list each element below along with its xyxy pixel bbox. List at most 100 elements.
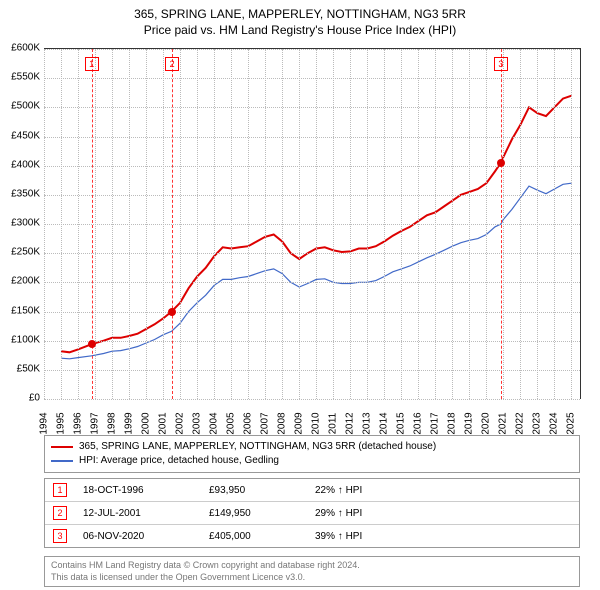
gridline-h — [44, 399, 580, 400]
x-axis-label: 2005 — [226, 412, 237, 434]
x-axis-label: 2003 — [192, 412, 203, 434]
tx-date: 18-OCT-1996 — [83, 485, 193, 496]
x-axis-label: 2018 — [447, 412, 458, 434]
tx-index-box: 2 — [53, 506, 67, 520]
x-axis-label: 2019 — [464, 412, 475, 434]
x-axis-label: 2000 — [141, 412, 152, 434]
x-axis-label: 2023 — [532, 412, 543, 434]
gridline-v — [197, 49, 198, 399]
gridline-h — [44, 137, 580, 138]
transaction-row: 212-JUL-2001£149,95029% ↑ HPI — [45, 501, 579, 524]
x-axis-label: 1998 — [107, 412, 118, 434]
gridline-v — [486, 49, 487, 399]
gridline-h — [44, 253, 580, 254]
x-axis-label: 1994 — [39, 412, 50, 434]
chart-title: 365, SPRING LANE, MAPPERLEY, NOTTINGHAM,… — [0, 0, 600, 38]
x-axis-label: 2006 — [243, 412, 254, 434]
transaction-dot — [497, 159, 505, 167]
gridline-h — [44, 224, 580, 225]
legend: 365, SPRING LANE, MAPPERLEY, NOTTINGHAM,… — [44, 435, 580, 473]
gridline-v — [520, 49, 521, 399]
y-axis-label: £500K — [11, 101, 40, 112]
gridline-v — [571, 49, 572, 399]
tx-index-box: 3 — [53, 529, 67, 543]
gridline-h — [44, 370, 580, 371]
transaction-marker-box: 3 — [494, 57, 508, 71]
y-axis-label: £150K — [11, 305, 40, 316]
tx-delta: 29% ↑ HPI — [315, 508, 362, 519]
gridline-v — [282, 49, 283, 399]
x-axis-label: 2013 — [362, 412, 373, 434]
title-line-2: Price paid vs. HM Land Registry's House … — [0, 22, 600, 38]
gridline-v — [231, 49, 232, 399]
title-line-1: 365, SPRING LANE, MAPPERLEY, NOTTINGHAM,… — [0, 6, 600, 22]
x-axis-label: 2004 — [209, 412, 220, 434]
y-axis-label: £0 — [29, 393, 40, 404]
gridline-v — [316, 49, 317, 399]
footer-note: Contains HM Land Registry data © Crown c… — [44, 556, 580, 587]
y-axis-label: £250K — [11, 247, 40, 258]
legend-swatch-red — [51, 446, 73, 448]
x-axis-label: 2016 — [413, 412, 424, 434]
tx-price: £149,950 — [209, 508, 299, 519]
gridline-h — [44, 49, 580, 50]
legend-item-blue: HPI: Average price, detached house, Gedl… — [51, 454, 573, 468]
gridline-v — [418, 49, 419, 399]
tx-delta: 22% ↑ HPI — [315, 485, 362, 496]
y-axis-label: £550K — [11, 72, 40, 83]
transaction-marker-line — [501, 49, 502, 399]
gridline-v — [61, 49, 62, 399]
x-axis-label: 2010 — [311, 412, 322, 434]
y-axis-label: £600K — [11, 43, 40, 54]
x-axis-label: 2017 — [430, 412, 441, 434]
transaction-marker-line — [172, 49, 173, 399]
transaction-dot — [88, 340, 96, 348]
transaction-dot — [168, 308, 176, 316]
gridline-v — [503, 49, 504, 399]
tx-price: £93,950 — [209, 485, 299, 496]
gridline-v — [537, 49, 538, 399]
x-axis-label: 2020 — [481, 412, 492, 434]
gridline-v — [248, 49, 249, 399]
gridline-v — [452, 49, 453, 399]
transaction-marker-box: 2 — [165, 57, 179, 71]
x-axis-label: 2015 — [396, 412, 407, 434]
footer-line-2: This data is licensed under the Open Gov… — [51, 572, 573, 584]
transaction-row: 118-OCT-1996£93,95022% ↑ HPI — [45, 479, 579, 501]
x-axis-label: 2008 — [277, 412, 288, 434]
chart-container: 365, SPRING LANE, MAPPERLEY, NOTTINGHAM,… — [0, 0, 600, 590]
gridline-v — [350, 49, 351, 399]
gridline-v — [299, 49, 300, 399]
gridline-v — [146, 49, 147, 399]
gridline-h — [44, 341, 580, 342]
gridline-v — [129, 49, 130, 399]
transactions-table: 118-OCT-1996£93,95022% ↑ HPI212-JUL-2001… — [44, 478, 580, 548]
gridline-h — [44, 282, 580, 283]
x-axis-label: 1996 — [73, 412, 84, 434]
x-axis-label: 2014 — [379, 412, 390, 434]
gridline-v — [95, 49, 96, 399]
gridline-h — [44, 78, 580, 79]
x-axis-label: 2022 — [515, 412, 526, 434]
gridline-v — [214, 49, 215, 399]
legend-item-red: 365, SPRING LANE, MAPPERLEY, NOTTINGHAM,… — [51, 440, 573, 454]
x-axis-label: 1995 — [56, 412, 67, 434]
gridline-v — [163, 49, 164, 399]
tx-date: 06-NOV-2020 — [83, 531, 193, 542]
plot-area: 1 2 3 — [44, 48, 581, 399]
y-axis-label: £200K — [11, 276, 40, 287]
gridline-v — [112, 49, 113, 399]
x-axis-label: 2002 — [175, 412, 186, 434]
y-axis-label: £100K — [11, 334, 40, 345]
x-axis-label: 2025 — [566, 412, 577, 434]
x-axis-label: 2011 — [328, 413, 339, 435]
gridline-v — [367, 49, 368, 399]
legend-label-blue: HPI: Average price, detached house, Gedl… — [79, 454, 279, 468]
gridline-h — [44, 107, 580, 108]
transaction-row: 306-NOV-2020£405,00039% ↑ HPI — [45, 524, 579, 547]
gridline-h — [44, 195, 580, 196]
footer-line-1: Contains HM Land Registry data © Crown c… — [51, 560, 573, 572]
gridline-v — [333, 49, 334, 399]
x-axis-label: 1997 — [90, 412, 101, 434]
transaction-marker-box: 1 — [85, 57, 99, 71]
